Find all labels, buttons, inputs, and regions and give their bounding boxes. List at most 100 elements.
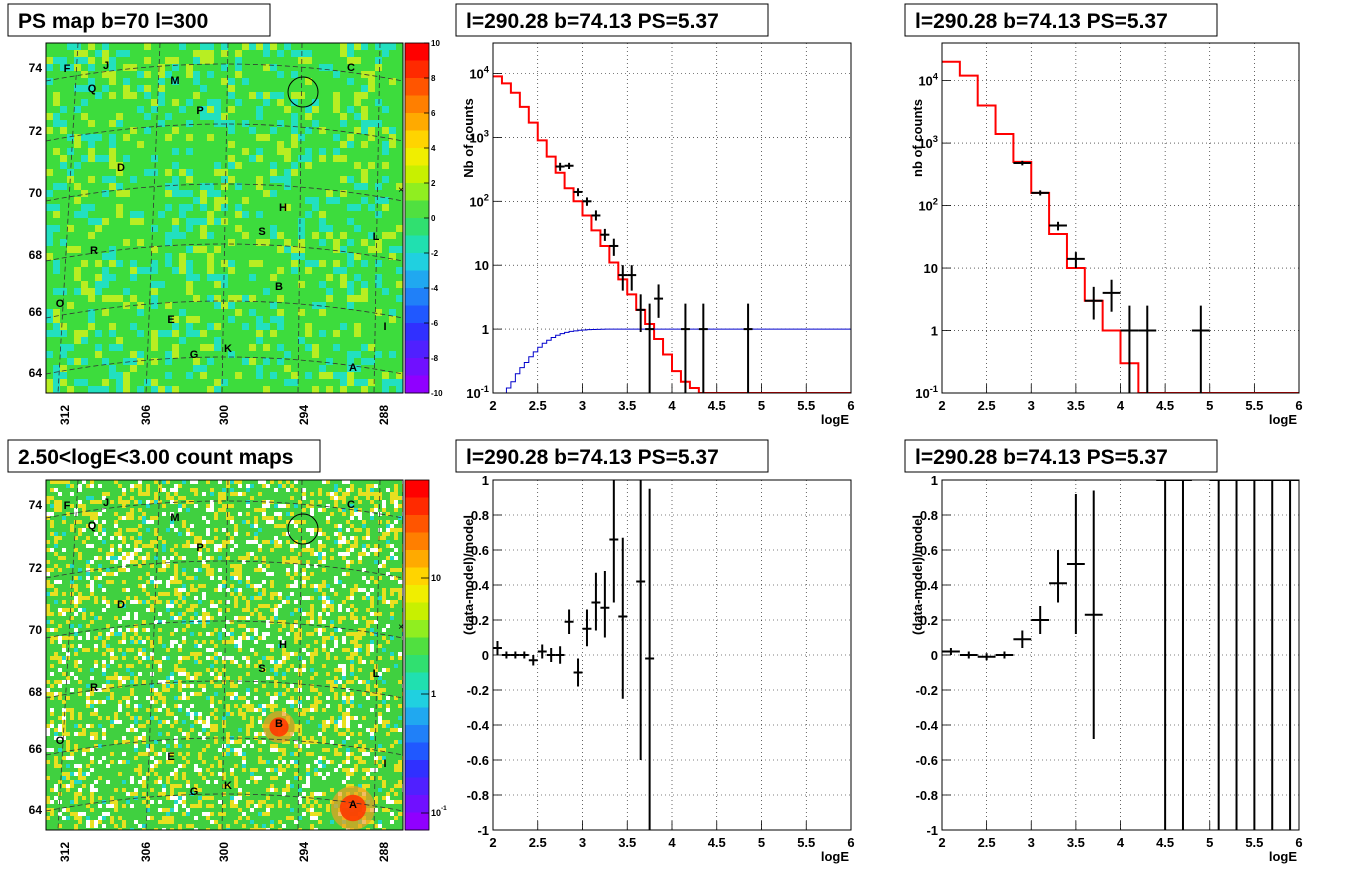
plot-frame bbox=[941, 479, 1300, 831]
source-label: L bbox=[373, 231, 380, 243]
data-point bbox=[959, 651, 978, 659]
plot-panel: 2 2.5 3 3.5 4 4.5 5 5.5 610410310210110-1logENb … bbox=[461, 42, 855, 427]
y-tick-label: -0.6 bbox=[916, 753, 938, 768]
colorbar-cell bbox=[405, 497, 429, 516]
title-box bbox=[455, 3, 769, 37]
source-label: P bbox=[196, 105, 203, 117]
data-point bbox=[1245, 480, 1264, 830]
data-point bbox=[1066, 494, 1085, 634]
colorbar-cell bbox=[405, 515, 429, 533]
source-label: I bbox=[383, 321, 386, 333]
data-point bbox=[1013, 160, 1032, 166]
y-tick-label: 0.8 bbox=[920, 508, 938, 523]
y-tick-label: 0 bbox=[931, 648, 938, 663]
colorbar-tick-label: 10-1 bbox=[431, 805, 447, 818]
colorbar-cell bbox=[405, 305, 429, 324]
colorbar-cell bbox=[405, 340, 429, 359]
colorbar-cell bbox=[405, 375, 429, 394]
longitude-line bbox=[373, 479, 381, 831]
x-tick-label: 2.5 bbox=[978, 398, 996, 413]
x-tick-label: 3.5 bbox=[1067, 398, 1085, 413]
colorbar-cell bbox=[405, 672, 429, 691]
x-tick-label: 5 bbox=[1206, 398, 1213, 413]
colorbar-tick-label: 8 bbox=[431, 74, 436, 83]
x-tick-label: 306 bbox=[139, 405, 153, 425]
y-tick-label: -1 bbox=[926, 823, 938, 838]
y-tick-label: 0.2 bbox=[471, 613, 489, 628]
y-tick-label: 66 bbox=[29, 742, 43, 756]
y-tick-label: 102 bbox=[918, 197, 938, 214]
colorbar-cell bbox=[405, 550, 429, 568]
series-group bbox=[942, 60, 1299, 393]
colorbar-cell bbox=[405, 690, 429, 708]
x-tick-label: 4.5 bbox=[1156, 398, 1174, 413]
latitude-line bbox=[45, 620, 404, 639]
colorbar-cell bbox=[405, 60, 429, 79]
y-tick-label: 64 bbox=[29, 366, 43, 380]
data-point bbox=[636, 294, 646, 333]
target-circle bbox=[287, 513, 319, 545]
colorbar-tick-label: 10 bbox=[431, 573, 441, 583]
x-tick-label: 4.5 bbox=[708, 398, 726, 413]
colorbar-cell bbox=[405, 707, 429, 726]
longitude-line bbox=[145, 479, 161, 831]
plot-frame bbox=[492, 479, 852, 831]
y-tick-label: 70 bbox=[29, 623, 43, 637]
source-label: O bbox=[56, 298, 65, 310]
x-tick-label: 2 bbox=[938, 398, 945, 413]
data-point bbox=[618, 265, 628, 291]
source-label: G bbox=[190, 349, 199, 361]
latitude-line bbox=[45, 356, 404, 375]
y-tick-label: -0.4 bbox=[916, 718, 939, 733]
data-point bbox=[645, 303, 655, 393]
colorbar-cell bbox=[405, 725, 429, 743]
x-tick-label: 3 bbox=[579, 835, 586, 850]
x-tick-label: 3.5 bbox=[1067, 835, 1085, 850]
x-tick-label: 294 bbox=[297, 842, 311, 862]
x-tick-label: 3 bbox=[579, 398, 586, 413]
colorbar-cell bbox=[405, 760, 429, 778]
source-label: R bbox=[90, 245, 98, 257]
colorbar-cell bbox=[405, 777, 429, 796]
source-label: J bbox=[103, 60, 109, 72]
colorbar-tick-label: 6 bbox=[431, 109, 436, 118]
y-tick-label: 0.6 bbox=[920, 543, 938, 558]
x-tick-label: 4 bbox=[1117, 398, 1125, 413]
heatmap-panel: F J M C Q P D H S L R B O E I K G A 312 306 300 294 288 74 72 70 6… bbox=[29, 479, 447, 862]
data-point bbox=[600, 571, 610, 638]
source-label: O bbox=[56, 735, 65, 747]
hot-spot bbox=[269, 717, 289, 737]
data-point bbox=[654, 284, 664, 318]
x-tick-label: 5.5 bbox=[797, 835, 815, 850]
y-tick-label: 68 bbox=[29, 248, 43, 262]
colorbar-cell bbox=[405, 148, 429, 166]
y-tick-label: 1 bbox=[482, 473, 489, 488]
chart-title: l=290.28 b=74.13 PS=5.37 bbox=[466, 10, 719, 33]
x-tick-label: 4 bbox=[668, 398, 676, 413]
colorbar-cell bbox=[405, 113, 429, 131]
x-tick-label: 288 bbox=[377, 842, 391, 862]
title-box bbox=[7, 439, 321, 473]
data-point bbox=[1263, 480, 1282, 830]
title-box bbox=[904, 3, 1218, 37]
source-label: E bbox=[167, 751, 174, 763]
source-label: D bbox=[117, 599, 125, 611]
x-tick-label: 2.5 bbox=[978, 835, 996, 850]
x-tick-label: 312 bbox=[58, 842, 72, 862]
colorbar-cell bbox=[405, 288, 429, 306]
source-label: M bbox=[170, 75, 179, 87]
y-tick-label: 10-1 bbox=[466, 384, 489, 401]
y-tick-label: 68 bbox=[29, 685, 43, 699]
y-tick-label: 64 bbox=[29, 803, 43, 817]
data-point bbox=[680, 303, 690, 393]
y-tick-label: 10 bbox=[475, 258, 489, 273]
latitude-line bbox=[45, 793, 404, 812]
data-point bbox=[591, 210, 601, 221]
x-tick-label: 2 bbox=[938, 835, 945, 850]
colorbar-cell bbox=[405, 812, 429, 831]
y-tick-label: 0 bbox=[482, 648, 489, 663]
colorbar-tick-label: -2 bbox=[431, 249, 439, 258]
chart-title: l=290.28 b=74.13 PS=5.37 bbox=[915, 446, 1168, 469]
data-point bbox=[501, 651, 511, 659]
data-point bbox=[1174, 480, 1192, 830]
